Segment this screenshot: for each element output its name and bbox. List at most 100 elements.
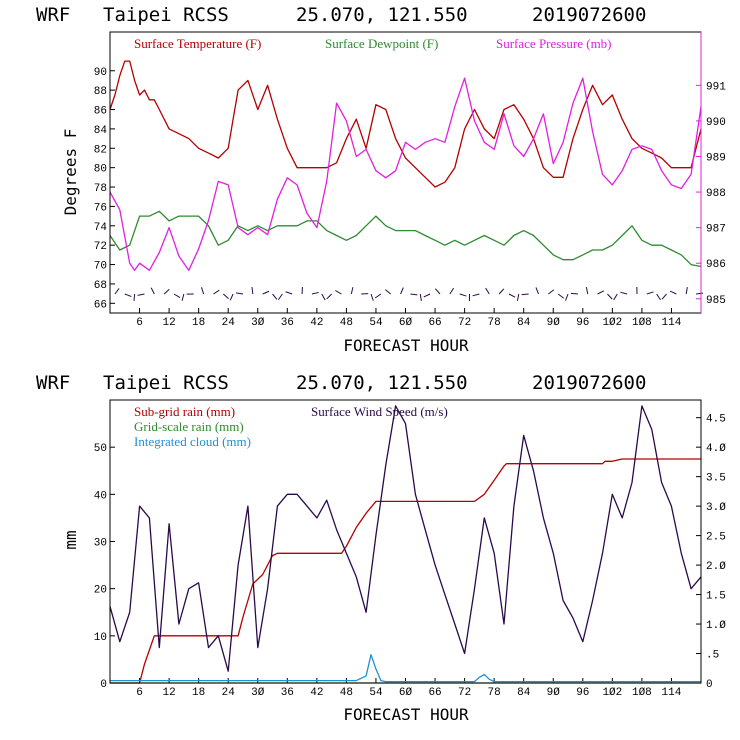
x-tick-label: 6: [136, 687, 143, 699]
legend-surface-pressure: Surface Pressure (mb): [496, 36, 612, 51]
wind-barb: [235, 292, 244, 295]
wind-barb: [656, 293, 661, 301]
y2-tick-label: 0: [706, 679, 713, 691]
y2-tick-label: 4.5: [706, 414, 726, 426]
x-tick-label: 48: [340, 687, 353, 699]
y2-tick-label: .5: [706, 650, 719, 662]
wind-barb: [498, 288, 505, 295]
wind-barb: [661, 293, 667, 300]
panel-2: WRF Taipei RCSS 25.070, 121.550 20190726…: [36, 372, 726, 724]
x-tick-label: 6Ø: [399, 687, 413, 699]
wind-barb: [400, 287, 404, 295]
y2-tick-label: 987: [706, 224, 726, 236]
wind-barb: [124, 293, 132, 297]
wind-barb: [150, 287, 155, 295]
wind-barb: [449, 287, 455, 295]
wind-barb: [548, 289, 555, 295]
y-tick-label: 50: [94, 443, 107, 455]
wind-barb: [646, 291, 654, 295]
panel-1-frame: [109, 31, 702, 314]
panel-2-title-run: 2019072600: [532, 372, 646, 394]
x-tick-label: 54: [369, 687, 383, 699]
y-tick-label: 90: [94, 67, 107, 79]
panel-1-x-axis-label: FORECAST HOUR: [343, 336, 469, 355]
wind-barb: [472, 293, 480, 297]
wind-barb: [321, 293, 326, 301]
wind-barb: [535, 287, 539, 295]
panel-2-title-station: Taipei RCSS: [103, 372, 229, 394]
wind-barb: [423, 293, 431, 298]
wind-barb: [607, 293, 613, 300]
panel-1-plot-area: 6 12 18 24 3Ø 36 42 48 54 6Ø 66 72 78 84 9Ø 96 1Ø2 1Ø8 114…: [94, 60, 726, 329]
y2-tick-label: 991: [706, 81, 726, 93]
panel-1-title-coords: 25.070, 121.550: [296, 4, 468, 26]
x-tick-label: 42: [310, 317, 323, 329]
y-tick-label: 72: [94, 241, 107, 253]
wind-barb: [485, 287, 490, 295]
y2-tick-label: 985: [706, 295, 726, 307]
wind-barb: [285, 291, 293, 295]
y-tick-label: 40: [94, 490, 107, 502]
wind-barb: [272, 293, 278, 300]
wind-barb: [335, 290, 342, 295]
y2-tick-label: 4.Ø: [706, 443, 726, 455]
x-tick-label: 48: [340, 317, 353, 329]
panel-1-title-station: Taipei RCSS: [103, 4, 229, 26]
wind-barb: [669, 290, 677, 295]
wind-barb: [222, 293, 229, 299]
y2-tick-label: 2.5: [706, 532, 726, 544]
series-surface-dewpoint-f: [109, 210, 702, 268]
x-tick-label: 1Ø2: [602, 317, 622, 329]
x-tick-label: 36: [281, 317, 294, 329]
y2-tick-label: 1.Ø: [706, 620, 726, 632]
x-tick-label: 84: [517, 687, 531, 699]
x-tick-label: 72: [458, 687, 471, 699]
series-surface-temperature-f: [109, 60, 702, 188]
wind-barb: [374, 293, 382, 299]
x-tick-label: 9Ø: [547, 687, 561, 699]
panel-2-y-axis-label: mm: [61, 530, 80, 549]
y-tick-label: 30: [94, 538, 107, 550]
wind-barb: [516, 293, 520, 301]
wind-barb: [557, 293, 565, 299]
x-tick-label: 1Ø8: [632, 687, 652, 699]
wind-barb: [620, 291, 628, 295]
wind-barb: [696, 292, 704, 295]
x-tick-label: 114: [662, 317, 682, 329]
x-tick-label: 24: [222, 317, 236, 329]
y-tick-label: 10: [94, 632, 107, 644]
wind-barb: [277, 293, 283, 301]
wind-barb: [410, 293, 418, 296]
x-tick-label: 18: [192, 687, 205, 699]
wind-barb: [229, 293, 234, 301]
legend-surface-temperature: Surface Temperature (F): [134, 36, 261, 51]
x-tick-label: 9Ø: [547, 317, 561, 329]
y-tick-label: 84: [94, 125, 108, 137]
x-tick-label: 1Ø2: [602, 687, 622, 699]
y2-tick-label: 988: [706, 188, 726, 200]
panel-1-title-model: WRF: [36, 4, 70, 26]
legend-integrated-cloud: Integrated cloud (mm): [134, 434, 251, 449]
wind-barb: [570, 292, 578, 295]
wind-barb: [384, 289, 392, 295]
wind-barb: [565, 293, 569, 301]
wind-barb: [163, 288, 170, 295]
y2-tick-label: 989: [706, 152, 726, 164]
y-tick-label: 66: [94, 299, 107, 311]
panel-1-title-run: 2019072600: [532, 4, 646, 26]
wind-barb: [350, 287, 354, 295]
wind-barb: [435, 288, 441, 295]
wind-barb: [251, 286, 254, 295]
x-tick-label: 96: [576, 317, 589, 329]
y-tick-label: 80: [94, 164, 107, 176]
panel-2-plot-area: 6 12 18 24 3Ø 36 42 48 54 6Ø 66 72 78 84 9Ø 96 1Ø2 1Ø8 114…: [94, 405, 726, 699]
legend-sub-grid-rain: Sub-grid rain (mm): [134, 404, 235, 419]
series-integrated-cloud-mm: [110, 654, 701, 683]
panel-2-frame: [109, 399, 702, 684]
wind-barb: [114, 288, 120, 295]
y-tick-label: 88: [94, 86, 107, 98]
x-tick-label: 54: [369, 317, 383, 329]
y2-tick-label: 2.Ø: [706, 561, 726, 573]
y-tick-label: 86: [94, 106, 107, 118]
